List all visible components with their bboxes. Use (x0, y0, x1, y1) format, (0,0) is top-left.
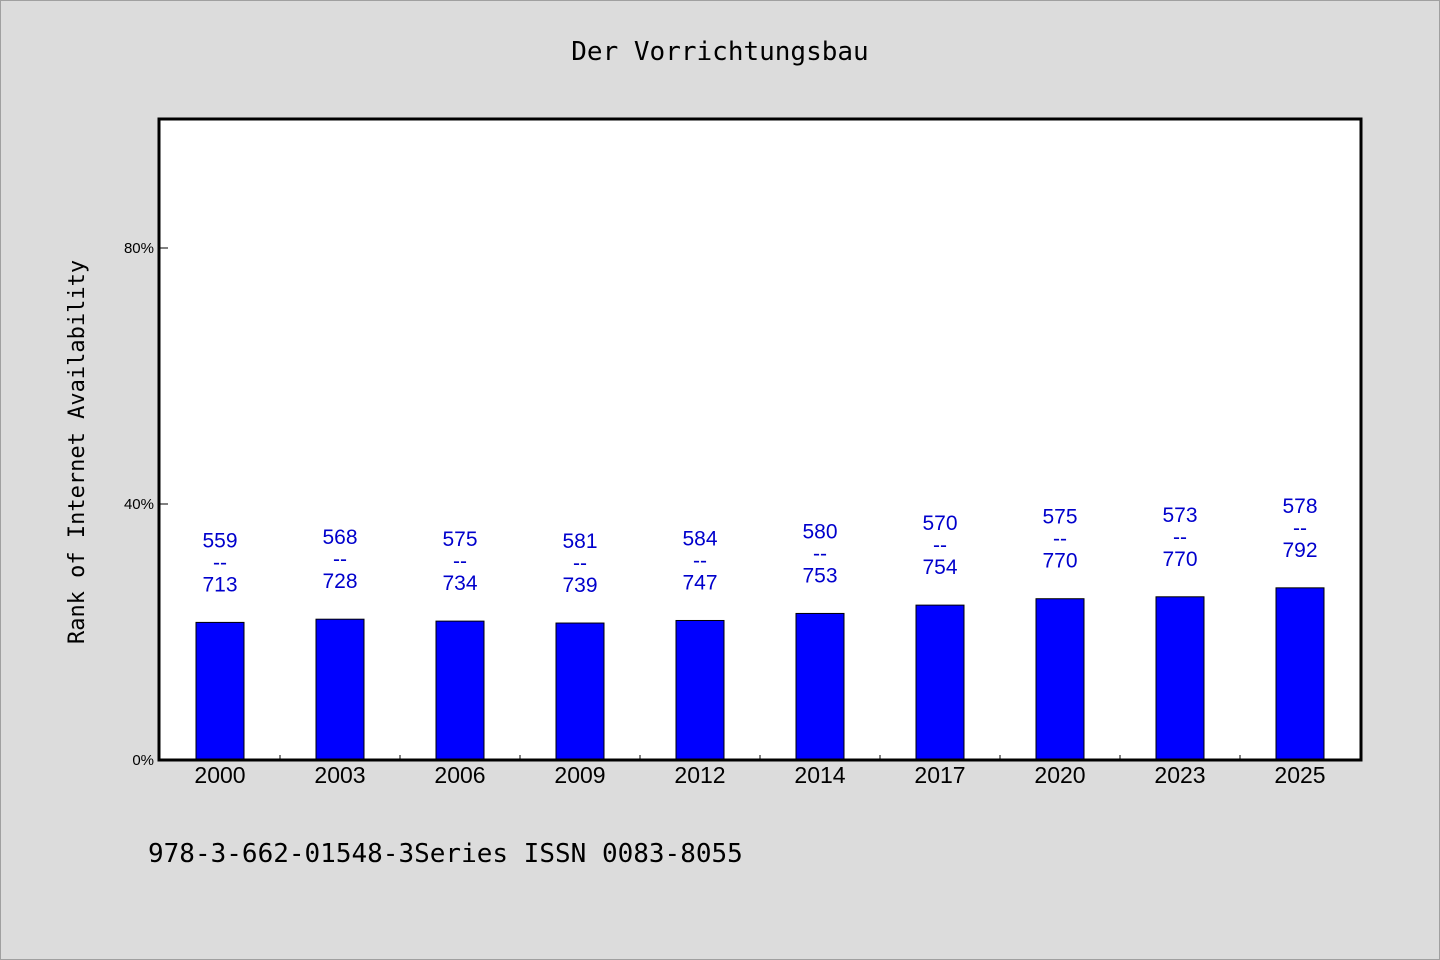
bar-label-bottom: 770 (1042, 550, 1077, 573)
footer-text: 978-3-662-01548-3Series ISSN 0083-8055 (148, 839, 743, 869)
bar-2006 (435, 620, 485, 761)
y-tick-label: 80% (124, 240, 154, 257)
bar-label-top: 575 (442, 528, 477, 551)
bar-2000 (195, 621, 245, 761)
bar-label-bottom: 770 (1162, 548, 1197, 571)
y-axis-ticks: 0% 40% 80% (124, 240, 168, 769)
plot-border (157, 117, 1363, 762)
bar-2009 (555, 622, 605, 761)
bar-label-separator: -- (1173, 526, 1187, 549)
bar-label-top: 559 (202, 529, 237, 552)
bar-label-bottom: 713 (202, 573, 237, 596)
bar-label-separator: -- (213, 551, 227, 574)
x-tick-label: 2017 (914, 762, 965, 788)
bar-label-separator: -- (1293, 517, 1307, 540)
y-tick-label: 0% (132, 752, 154, 769)
x-tick-label: 2009 (554, 762, 605, 788)
x-tick-label: 2006 (434, 762, 485, 788)
y-axis-label: Rank of Internet Availability (65, 260, 90, 644)
bar-label-separator: -- (453, 550, 467, 573)
bar-label-bottom: 754 (922, 556, 957, 579)
x-axis-ticks: 2000 2003 2006 2009 2012 2014 2017 2020 2023 2025 (194, 755, 1326, 788)
x-tick-label: 2003 (314, 762, 365, 788)
bar-label-separator: -- (933, 534, 947, 557)
bar-2012 (675, 619, 725, 761)
bar-label-bottom: 739 (562, 574, 597, 597)
x-tick-label: 2012 (674, 762, 725, 788)
bar-2014 (795, 612, 845, 761)
x-tick-label: 2023 (1154, 762, 1205, 788)
bar-label-separator: -- (573, 552, 587, 575)
bar-label-top: 580 (802, 520, 837, 543)
bars-group (195, 587, 1325, 761)
bar-labels-group: 559--713568--728575--734581--739584--747… (202, 495, 1317, 597)
bar-label-top: 573 (1162, 504, 1197, 527)
bar-label-separator: -- (333, 548, 347, 571)
bar-label-bottom: 753 (802, 564, 837, 587)
bar-2020 (1035, 598, 1085, 761)
bar-label-bottom: 734 (442, 572, 477, 595)
bar-label-top: 581 (562, 530, 597, 553)
bar-label-bottom: 792 (1282, 539, 1317, 562)
x-tick-label: 2000 (194, 762, 245, 788)
x-tick-label: 2025 (1274, 762, 1325, 788)
bar-label-separator: -- (1053, 528, 1067, 551)
bar-label-top: 584 (682, 527, 717, 550)
bar-label-bottom: 728 (322, 570, 357, 593)
bar-2017 (915, 604, 965, 761)
bar-2003 (315, 618, 365, 761)
x-tick-label: 2020 (1034, 762, 1085, 788)
bar-label-top: 570 (922, 512, 957, 535)
bar-label-top: 578 (1282, 495, 1317, 518)
bar-label-separator: -- (693, 549, 707, 572)
bar-2025 (1275, 587, 1325, 761)
bar-label-bottom: 747 (682, 571, 717, 594)
bar-2023 (1155, 596, 1205, 761)
bar-label-top: 568 (322, 526, 357, 549)
chart-title: Der Vorrichtungsbau (571, 37, 868, 67)
y-tick-label: 40% (124, 496, 154, 513)
bar-label-separator: -- (813, 542, 827, 565)
x-tick-label: 2014 (794, 762, 845, 788)
bar-label-top: 575 (1042, 506, 1077, 529)
